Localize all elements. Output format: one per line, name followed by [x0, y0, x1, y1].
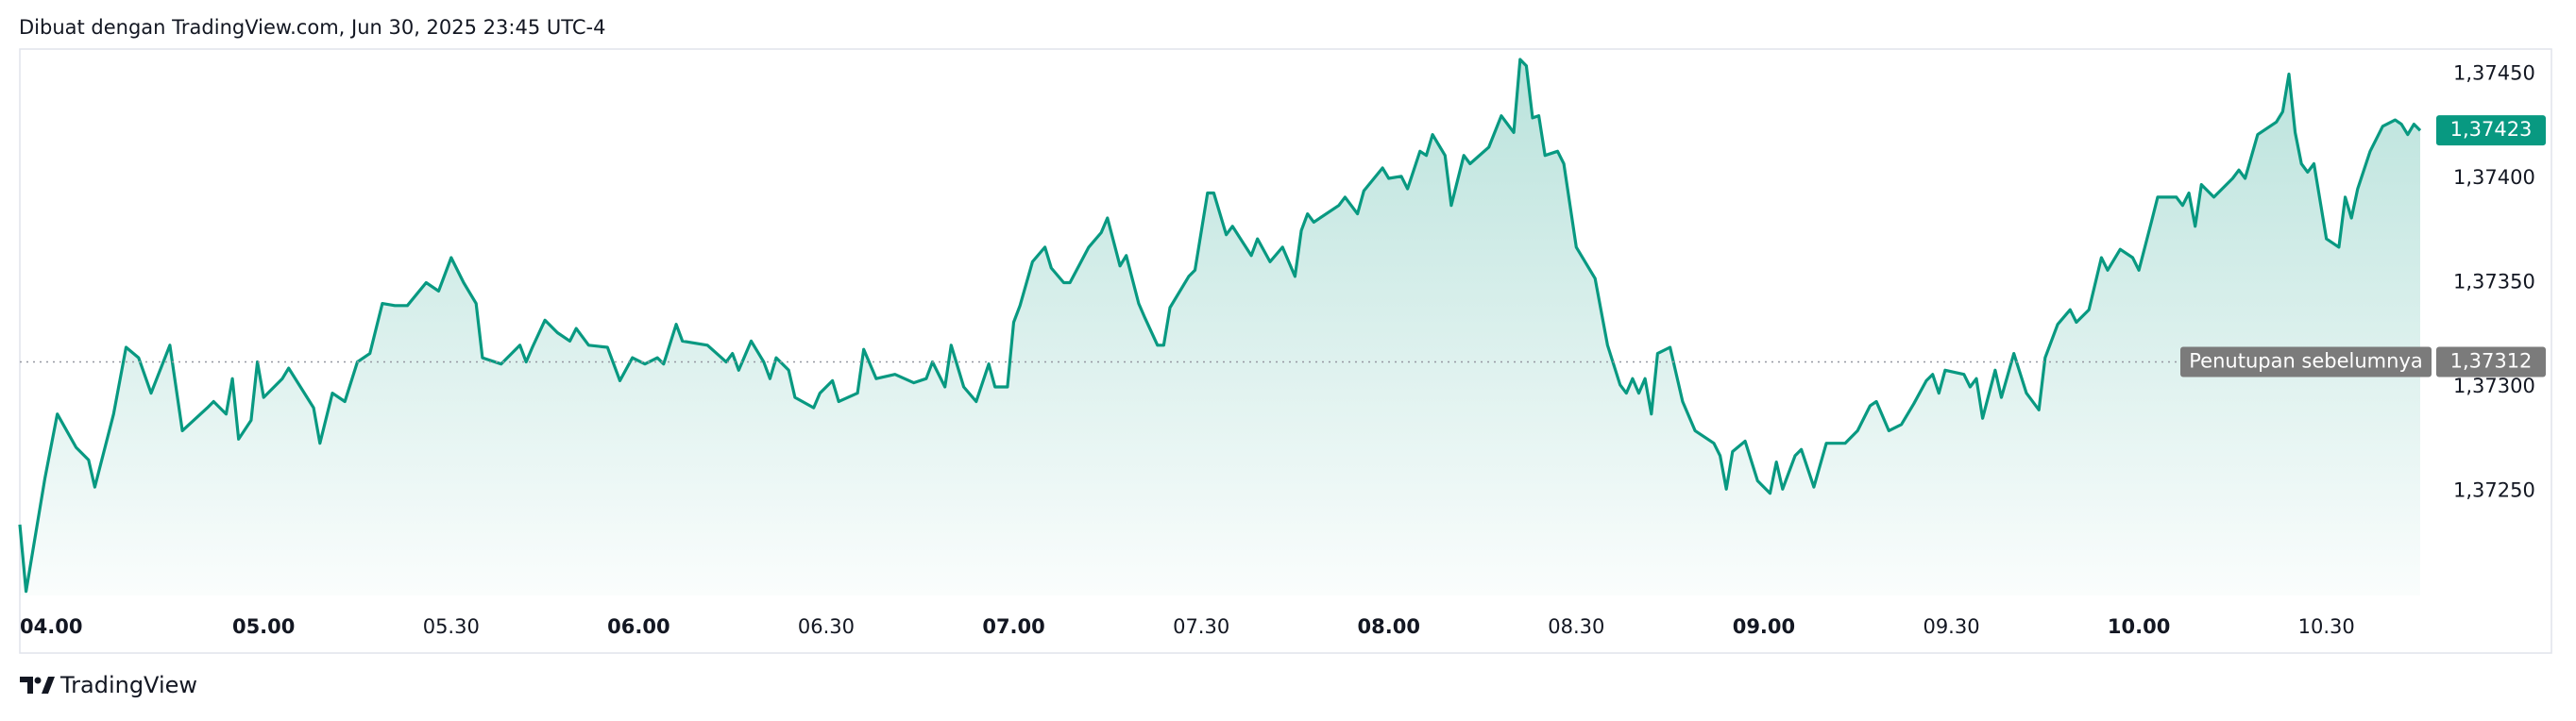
x-tick-label: 04.00 [20, 615, 82, 638]
header-text: Dibuat dengan TradingView.com, Jun 30, 2… [19, 16, 605, 39]
x-tick-label: 07.00 [982, 615, 1044, 638]
previous-close-label: 1,37312 [2450, 349, 2533, 372]
previous-close-box [2436, 346, 2546, 377]
x-tick-label: 09.00 [1733, 615, 1795, 638]
x-tick-label: 08.00 [1358, 615, 1420, 638]
x-tick-label: 05.30 [423, 615, 480, 638]
y-tick-label: 1,37400 [2453, 166, 2535, 189]
x-tick-label: 07.30 [1173, 615, 1229, 638]
price-line [18, 58, 2422, 594]
brand-logo [20, 677, 55, 694]
previous-close-name-box [2180, 346, 2432, 377]
y-tick-label: 1,37450 [2453, 62, 2535, 85]
last-price-box [2436, 115, 2546, 146]
area-fill [20, 59, 2420, 595]
x-tick-label: 05.00 [232, 615, 295, 638]
last-price-label: 1,37423 [2450, 118, 2533, 141]
x-tick-label: 06.00 [607, 615, 669, 638]
brand-name: TradingView [59, 672, 197, 698]
x-tick-label: 08.30 [1548, 615, 1604, 638]
chart-frame [19, 48, 2552, 654]
x-tick-label: 10.30 [2298, 615, 2355, 638]
x-tick-label: 06.30 [798, 615, 855, 638]
previous-close-name: Penutupan sebelumnya [2189, 349, 2423, 372]
x-tick-label: 10.00 [2108, 615, 2170, 638]
y-tick-label: 1,37250 [2453, 479, 2535, 502]
y-tick-label: 1,37350 [2453, 271, 2535, 293]
y-tick-label: 1,37300 [2453, 375, 2535, 397]
x-tick-label: 09.30 [1923, 615, 1979, 638]
